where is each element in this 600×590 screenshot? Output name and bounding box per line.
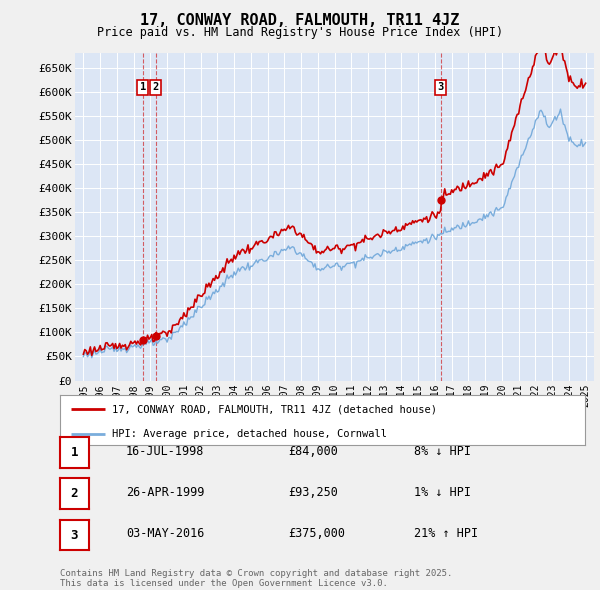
Text: 21% ↑ HPI: 21% ↑ HPI — [414, 527, 478, 540]
Text: 26-APR-1999: 26-APR-1999 — [126, 486, 205, 499]
Text: 2: 2 — [152, 83, 159, 93]
Text: HPI: Average price, detached house, Cornwall: HPI: Average price, detached house, Corn… — [113, 430, 388, 440]
Text: 1% ↓ HPI: 1% ↓ HPI — [414, 486, 471, 499]
Text: 3: 3 — [437, 83, 444, 93]
Text: Price paid vs. HM Land Registry's House Price Index (HPI): Price paid vs. HM Land Registry's House … — [97, 26, 503, 39]
Text: 2: 2 — [71, 487, 78, 500]
Text: £84,000: £84,000 — [288, 445, 338, 458]
Text: Contains HM Land Registry data © Crown copyright and database right 2025.
This d: Contains HM Land Registry data © Crown c… — [60, 569, 452, 588]
Text: £375,000: £375,000 — [288, 527, 345, 540]
Text: 1: 1 — [140, 83, 146, 93]
Text: £93,250: £93,250 — [288, 486, 338, 499]
Text: 03-MAY-2016: 03-MAY-2016 — [126, 527, 205, 540]
Text: 17, CONWAY ROAD, FALMOUTH, TR11 4JZ (detached house): 17, CONWAY ROAD, FALMOUTH, TR11 4JZ (det… — [113, 404, 437, 414]
Text: 3: 3 — [71, 529, 78, 542]
Text: 16-JUL-1998: 16-JUL-1998 — [126, 445, 205, 458]
Text: 17, CONWAY ROAD, FALMOUTH, TR11 4JZ: 17, CONWAY ROAD, FALMOUTH, TR11 4JZ — [140, 13, 460, 28]
Text: 1: 1 — [71, 446, 78, 459]
Text: 8% ↓ HPI: 8% ↓ HPI — [414, 445, 471, 458]
